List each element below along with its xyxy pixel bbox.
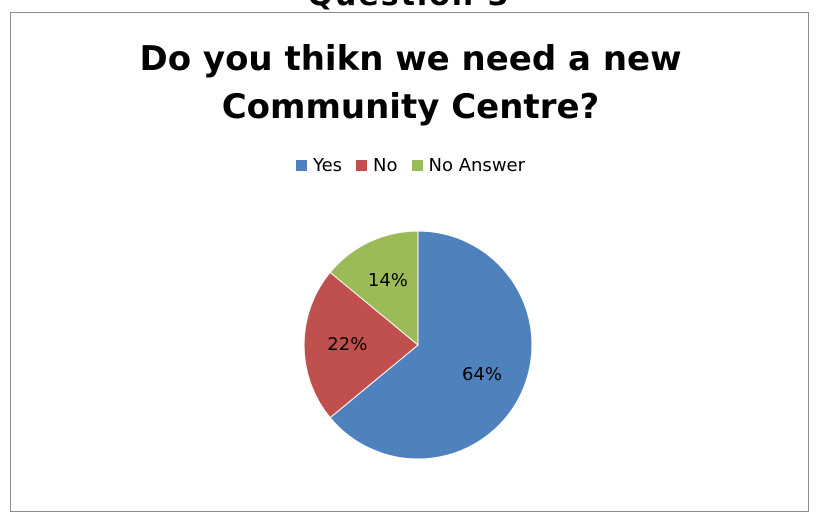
pie-slice-no-answer xyxy=(329,230,419,347)
pie-slice-no xyxy=(303,271,419,419)
chart-title-line-1: Do you thikn we need a new xyxy=(139,39,682,79)
pie-chart: 64% 22% 14% xyxy=(303,230,533,460)
legend-item-yes: Yes xyxy=(295,155,343,176)
legend-swatch-no xyxy=(356,160,368,171)
pie-label-yes: 64% xyxy=(462,364,502,385)
legend-label-yes: Yes xyxy=(312,155,343,176)
legend-label-no-answer: No Answer xyxy=(428,155,526,176)
legend-swatch-yes xyxy=(295,160,307,171)
chart-title-line-2: Community Centre? xyxy=(221,87,600,127)
legend-label-no: No xyxy=(373,155,398,176)
chart-legend: Yes No No Answer xyxy=(11,155,810,176)
pie-label-no: 22% xyxy=(327,334,367,355)
legend-item-no-answer: No Answer xyxy=(411,155,526,176)
pie-slice-yes xyxy=(329,230,533,460)
chart-frame: Do you thikn we need a new Community Cen… xyxy=(10,12,809,512)
chart-title: Do you thikn we need a new Community Cen… xyxy=(11,35,810,131)
legend-item-no: No xyxy=(356,155,398,176)
cut-off-heading: Question 3 xyxy=(0,0,818,13)
legend-swatch-no-answer xyxy=(411,160,423,171)
pie-label-no-answer: 14% xyxy=(368,270,408,291)
